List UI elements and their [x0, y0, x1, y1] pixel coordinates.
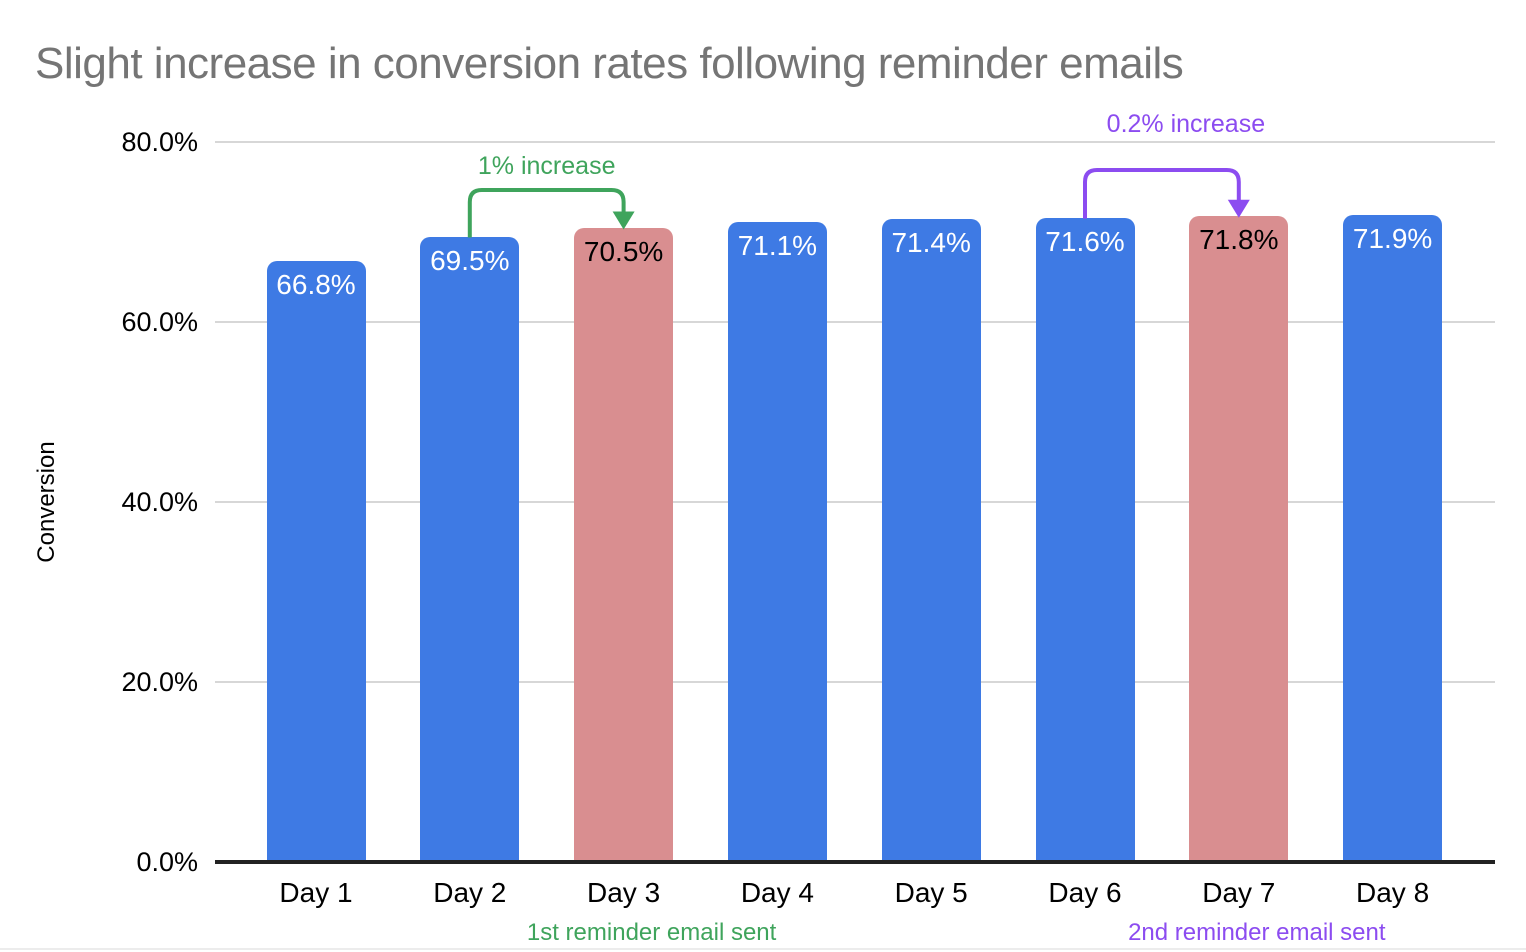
bar-value-label: 66.8%	[276, 268, 356, 300]
y-tick-label-40pct: 40.0%	[121, 487, 198, 517]
bar-day-5: 71.4%	[881, 219, 981, 862]
bottom-divider	[0, 948, 1526, 950]
arrow-label-2: 0.2% increase	[1106, 110, 1266, 138]
y-tick-label-0pct: 0.0%	[136, 847, 198, 877]
x-axis-line	[215, 860, 1495, 864]
x-tick-day-8: Day 8	[1356, 877, 1430, 908]
footnote-1: 1st reminder email sent	[526, 919, 777, 946]
bar-day-1: 66.8%	[266, 260, 366, 862]
bar-day-6: 71.6%	[1035, 217, 1135, 862]
x-tick-day-2: Day 2	[433, 877, 507, 908]
gridline-20pct	[215, 681, 1495, 683]
y-tick-label-60pct: 60.0%	[121, 307, 198, 337]
arrow-label-1: 1% increase	[477, 152, 616, 180]
footnote-2: 2nd reminder email sent	[1128, 919, 1386, 946]
chart-title: Slight increase in conversion rates foll…	[35, 39, 1184, 88]
bar-day-2: 69.5%	[420, 236, 520, 862]
bar-value-label: 70.5%	[583, 235, 664, 267]
y-tick-label-80pct: 80.0%	[121, 127, 198, 157]
bar-value-label: 71.4%	[891, 227, 971, 259]
x-tick-day-7: Day 7	[1202, 877, 1276, 908]
bar-value-label: 71.1%	[737, 230, 818, 262]
x-tick-day-6: Day 6	[1048, 877, 1122, 908]
bar-value-label: 69.5%	[430, 244, 510, 276]
bar-value-label: 71.9%	[1352, 222, 1433, 254]
bar-value-label: 71.6%	[1045, 225, 1125, 257]
bar-day-3: 70.5%	[574, 227, 674, 862]
gridline-60pct	[215, 321, 1495, 323]
increase-arrow-purple	[1083, 168, 1250, 219]
x-tick-day-5: Day 5	[894, 877, 968, 908]
bar-value-label: 71.8%	[1199, 223, 1279, 255]
bar-day-8: 71.9%	[1343, 214, 1443, 862]
gridline-40pct	[215, 501, 1495, 503]
x-tick-day-3: Day 3	[587, 877, 661, 908]
gridline-80pct	[215, 141, 1495, 143]
x-tick-day-4: Day 4	[740, 877, 814, 908]
y-tick-label-20pct: 20.0%	[121, 667, 198, 697]
bar-day-7: 71.8%	[1189, 215, 1289, 862]
x-tick-day-1: Day 1	[279, 877, 353, 908]
bar-day-4: 71.1%	[727, 222, 827, 862]
